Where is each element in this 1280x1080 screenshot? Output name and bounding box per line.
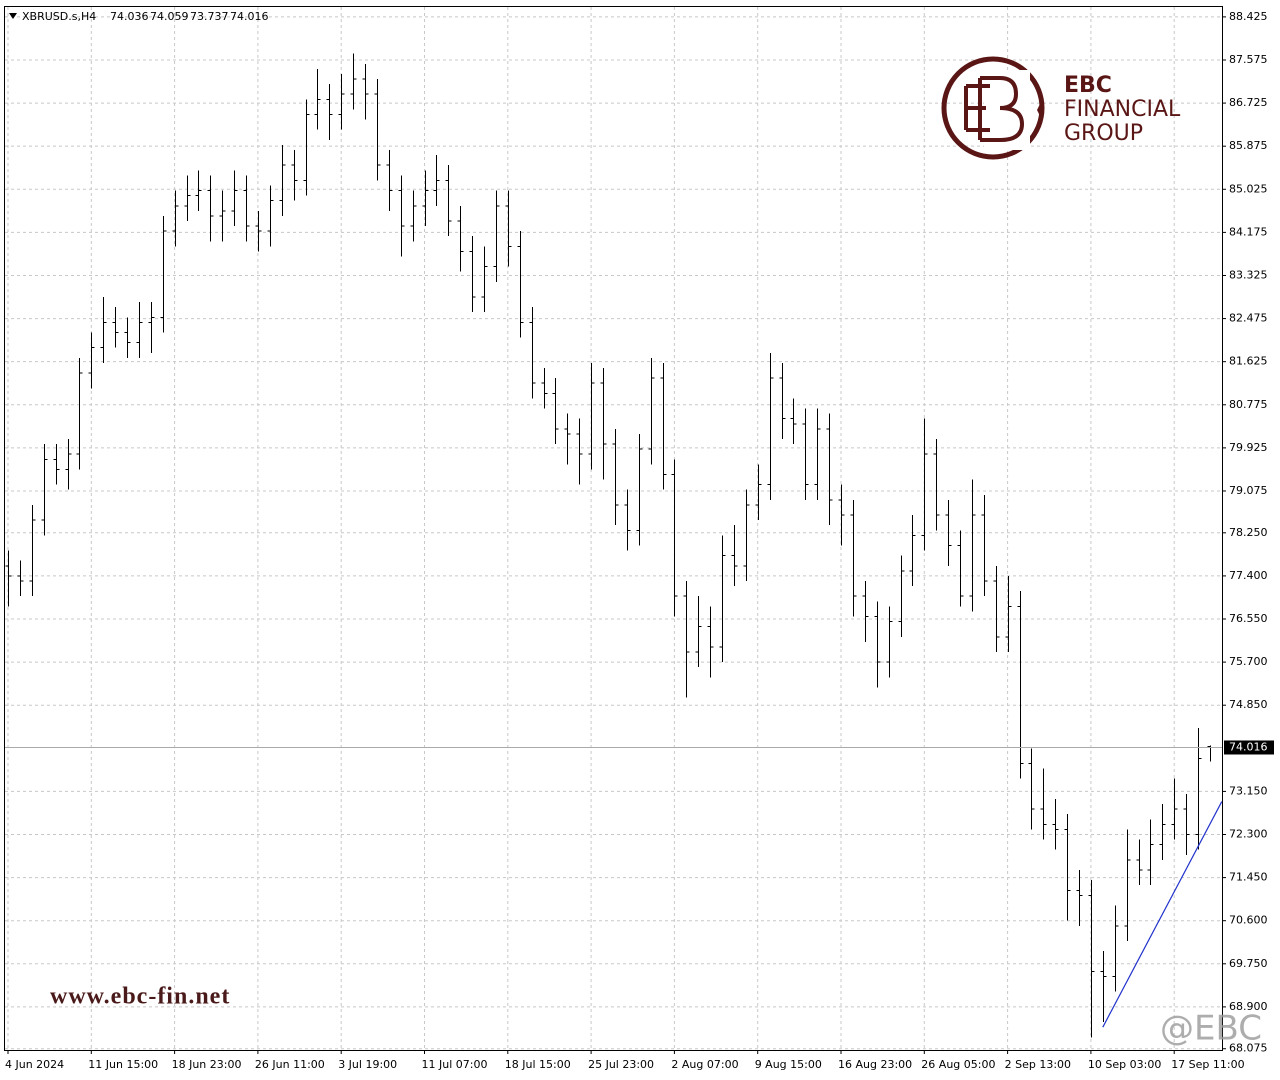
logo: EBC FINANCIAL GROUP bbox=[941, 56, 1181, 160]
y-tick-label: 82.475 bbox=[1229, 312, 1268, 325]
x-tick-label: 11 Jul 07:00 bbox=[422, 1058, 488, 1071]
y-tick-label: 70.600 bbox=[1229, 914, 1268, 927]
y-tick-label: 88.425 bbox=[1229, 10, 1268, 23]
y-tick-label: 81.625 bbox=[1229, 355, 1268, 368]
y-tick-label: 71.450 bbox=[1229, 871, 1268, 884]
y-tick-label: 87.575 bbox=[1229, 53, 1268, 66]
header-triangle bbox=[9, 13, 17, 19]
bars bbox=[5, 53, 1214, 1038]
y-tick-label: 79.925 bbox=[1229, 441, 1268, 454]
x-tick-label: 17 Sep 11:00 bbox=[1171, 1058, 1244, 1071]
y-tick-label: 85.025 bbox=[1229, 182, 1268, 195]
y-tick-label: 83.325 bbox=[1229, 268, 1268, 281]
x-tick-label: 26 Jun 11:00 bbox=[255, 1058, 325, 1071]
x-tick-label: 2 Aug 07:00 bbox=[671, 1058, 738, 1071]
plot-frame bbox=[4, 6, 1223, 1051]
x-tick-label: 11 Jun 15:00 bbox=[88, 1058, 158, 1071]
y-tick-label: 84.175 bbox=[1229, 225, 1268, 238]
y-tick-label: 73.150 bbox=[1229, 784, 1268, 797]
logo-line2: FINANCIAL bbox=[1064, 97, 1181, 122]
x-tick-label: 2 Sep 13:00 bbox=[1005, 1058, 1071, 1071]
x-tick-label: 25 Jul 23:00 bbox=[588, 1058, 654, 1071]
y-tick-label: 79.075 bbox=[1229, 484, 1268, 497]
y-tick-label: 76.550 bbox=[1229, 612, 1268, 625]
y-tick-label: 85.875 bbox=[1229, 139, 1268, 152]
y-tick-label: 77.400 bbox=[1229, 569, 1268, 582]
logo-line1: EBC bbox=[1064, 73, 1112, 98]
header-high: 74.059 bbox=[150, 10, 189, 23]
last-price-label: 74.016 bbox=[1229, 740, 1268, 753]
x-tick-label: 26 Aug 05:00 bbox=[921, 1058, 995, 1071]
y-tick-label: 86.725 bbox=[1229, 96, 1268, 109]
x-tick-label: 10 Sep 03:00 bbox=[1088, 1058, 1161, 1071]
y-tick-label: 72.300 bbox=[1229, 828, 1268, 841]
x-tick-label: 4 Jun 2024 bbox=[5, 1058, 64, 1071]
trendline bbox=[1102, 801, 1223, 1028]
y-tick-label: 69.750 bbox=[1229, 957, 1268, 970]
x-tick-label: 3 Jul 19:00 bbox=[338, 1058, 397, 1071]
symbol: XBRUSD.s,H4 bbox=[22, 10, 96, 23]
last-price-box bbox=[1224, 740, 1274, 755]
y-tick-label: 78.250 bbox=[1229, 526, 1268, 539]
logo-star bbox=[1037, 104, 1043, 116]
header-low: 73.737 bbox=[190, 10, 229, 23]
logo-mark bbox=[964, 76, 1025, 142]
y-tick-label: 68.900 bbox=[1229, 1000, 1268, 1013]
y-tick-label: 68.075 bbox=[1229, 1042, 1268, 1055]
x-tick-label: 18 Jun 23:00 bbox=[172, 1058, 242, 1071]
logo-line3: GROUP bbox=[1064, 121, 1143, 146]
header-open: 74.036 bbox=[110, 10, 149, 23]
handle: @EBC bbox=[1160, 1009, 1262, 1049]
y-tick-label: 80.775 bbox=[1229, 398, 1268, 411]
x-tick-label: 16 Aug 23:00 bbox=[838, 1058, 912, 1071]
y-tick-label: 74.850 bbox=[1229, 698, 1268, 711]
website: www.ebc-fin.net bbox=[50, 984, 230, 1010]
y-tick-label: 75.700 bbox=[1229, 655, 1268, 668]
x-tick-label: 18 Jul 15:00 bbox=[505, 1058, 571, 1071]
header-close: 74.016 bbox=[230, 10, 269, 23]
x-tick-label: 9 Aug 15:00 bbox=[755, 1058, 822, 1071]
